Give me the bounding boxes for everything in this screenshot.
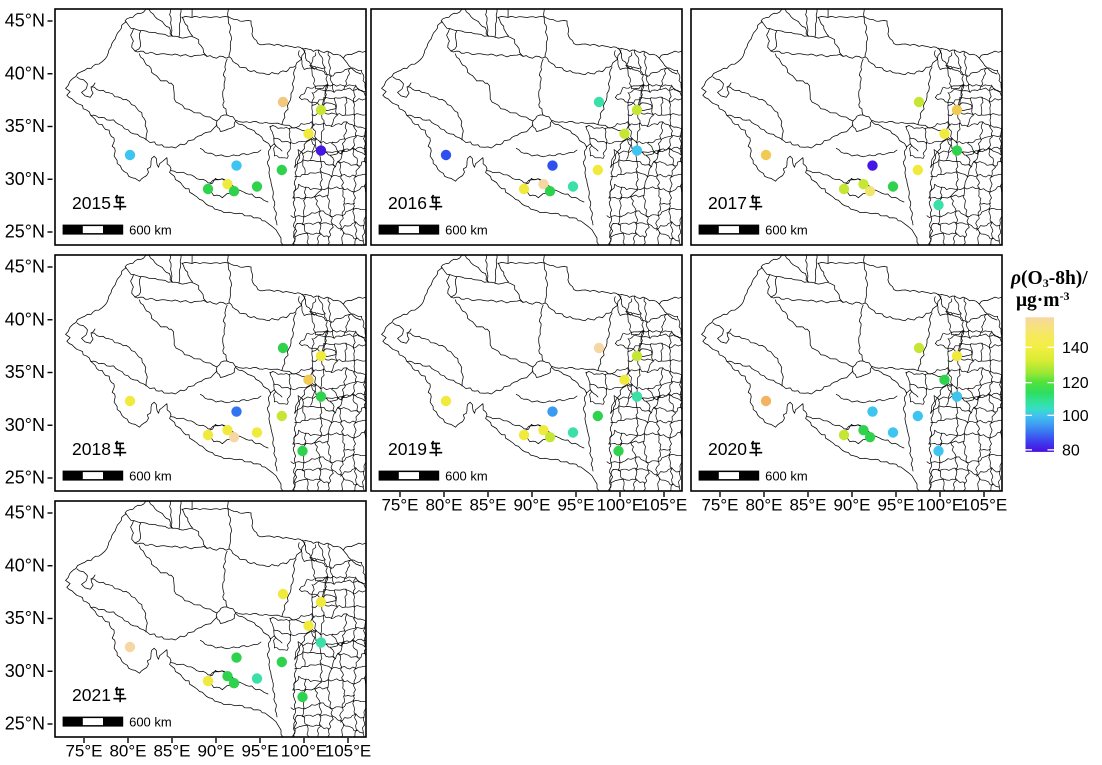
svg-text:80°E: 80°E: [745, 496, 782, 515]
svg-text:40°N: 40°N: [5, 555, 45, 575]
svg-text:30°N: 30°N: [5, 415, 45, 435]
svg-text:95°E: 95°E: [557, 496, 594, 515]
svg-text:40°N: 40°N: [5, 63, 45, 83]
svg-text:100°E: 100°E: [597, 496, 644, 515]
svg-text:2016: 2016: [388, 193, 427, 213]
svg-text:600 km: 600 km: [129, 223, 172, 238]
svg-text:600 km: 600 km: [129, 715, 172, 730]
svg-text:120: 120: [1062, 375, 1089, 392]
svg-text:600 km: 600 km: [445, 469, 488, 484]
svg-text:75°E: 75°E: [381, 496, 418, 515]
svg-text:2018: 2018: [72, 439, 111, 459]
svg-text:600 km: 600 km: [765, 469, 808, 484]
svg-text:95°E: 95°E: [241, 742, 278, 761]
svg-text:25°N: 25°N: [5, 714, 45, 734]
svg-text:105°E: 105°E: [641, 496, 688, 515]
svg-text:45°N: 45°N: [5, 257, 45, 277]
svg-text:35°N: 35°N: [5, 116, 45, 136]
svg-text:40°N: 40°N: [5, 309, 45, 329]
svg-text:85°E: 85°E: [789, 496, 826, 515]
svg-text:80°E: 80°E: [109, 742, 146, 761]
svg-text:100°E: 100°E: [281, 742, 328, 761]
svg-text:35°N: 35°N: [5, 608, 45, 628]
svg-text:2017: 2017: [708, 193, 747, 213]
svg-text:2021: 2021: [72, 685, 111, 705]
svg-text:85°E: 85°E: [153, 742, 190, 761]
svg-text:2019: 2019: [388, 439, 427, 459]
svg-text:80°E: 80°E: [425, 496, 462, 515]
svg-text:75°E: 75°E: [65, 742, 102, 761]
svg-text:105°E: 105°E: [325, 742, 372, 761]
svg-text:75°E: 75°E: [701, 496, 738, 515]
svg-text:25°N: 25°N: [5, 222, 45, 242]
svg-text:600 km: 600 km: [445, 223, 488, 238]
svg-text:100: 100: [1062, 408, 1089, 425]
svg-text:100°E: 100°E: [917, 496, 964, 515]
svg-text:μg·m-3: μg·m-3: [1016, 289, 1070, 311]
svg-text:45°N: 45°N: [5, 11, 45, 31]
svg-text:2020: 2020: [708, 439, 747, 459]
svg-text:30°N: 30°N: [5, 169, 45, 189]
svg-text:80: 80: [1062, 442, 1080, 459]
svg-text:45°N: 45°N: [5, 503, 45, 523]
svg-text:90°E: 90°E: [197, 742, 234, 761]
svg-text:ρ(O3-8h)/: ρ(O3-8h)/: [1010, 268, 1088, 290]
svg-text:2015: 2015: [72, 193, 111, 213]
svg-text:25°N: 25°N: [5, 468, 45, 488]
svg-text:600 km: 600 km: [765, 223, 808, 238]
svg-text:90°E: 90°E: [833, 496, 870, 515]
svg-text:95°E: 95°E: [877, 496, 914, 515]
svg-text:90°E: 90°E: [513, 496, 550, 515]
svg-text:30°N: 30°N: [5, 661, 45, 681]
svg-text:105°E: 105°E: [961, 496, 1008, 515]
svg-text:35°N: 35°N: [5, 362, 45, 382]
svg-text:140: 140: [1062, 340, 1089, 357]
svg-text:85°E: 85°E: [469, 496, 506, 515]
svg-text:600 km: 600 km: [129, 469, 172, 484]
